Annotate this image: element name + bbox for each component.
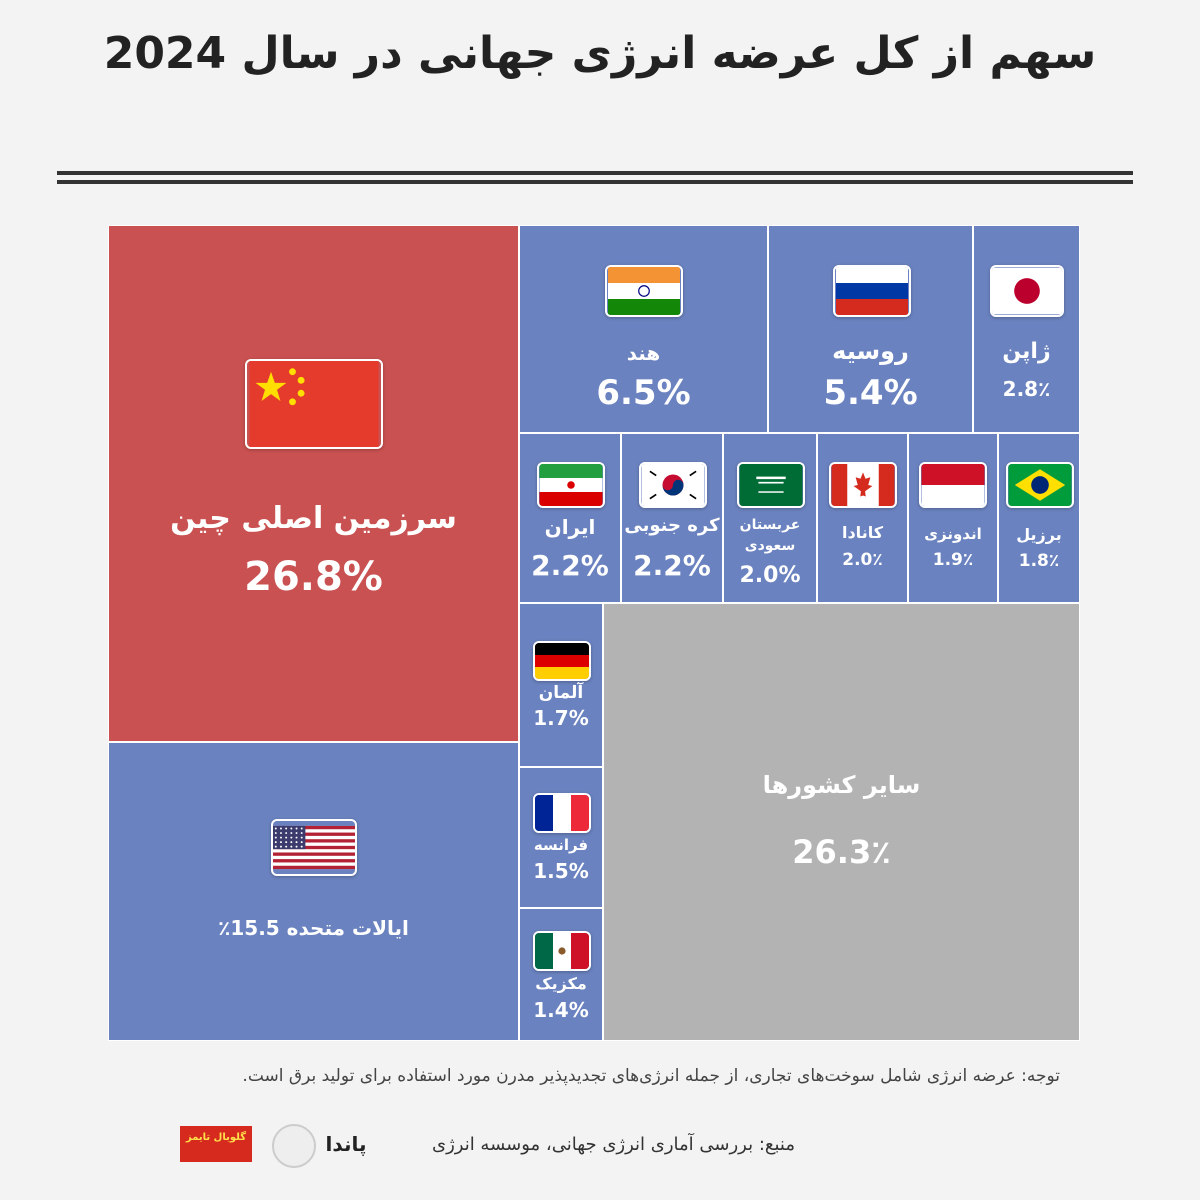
treemap-tile-iran: ایران 2.2% [519,433,621,603]
saudi-arabia-flag-icon [737,462,805,508]
treemap-tile-usa: ایالات متحده 15.5٪ [108,742,519,1041]
indonesia-flag-icon [919,462,987,508]
title-divider-top [57,171,1133,175]
france-flag-icon [533,793,591,833]
treemap-tile-russia: روسیه 5.4% [768,225,973,433]
treemap-tile-indonesia: اندونزی 1.9٪ [908,433,998,603]
treemap-tile-other: سایر کشورها 26.3٪ [603,603,1080,1041]
treemap-tile-canada: کانادا 2.0٪ [817,433,908,603]
tile-label-france: فرانسه [533,836,589,854]
chart-title: سهم از کل عرضه انرژی جهانی در سال 2024 [103,28,1097,79]
tile-value-russia: 5.4% [823,373,918,413]
treemap-tile-japan: ژاپن 2.8٪ [973,225,1080,433]
tile-value-japan: 2.8٪ [1002,377,1051,401]
panda-logo-text: پاندا [325,1132,367,1156]
treemap-tile-france: فرانسه 1.5% [519,767,603,908]
tile-label-japan: ژاپن [1002,339,1051,364]
iran-flag-icon [537,462,605,508]
tile-label-mexico: مکزیک [535,974,587,993]
source-credit: منبع: بررسی آماری انرژی جهانی، موسسه انر… [431,1134,795,1155]
treemap-tile-china: سرزمین اصلی چین 26.8% [108,225,519,742]
footnote: توجه: عرضه انرژی شامل سوخت‌های تجاری، از… [242,1066,1060,1086]
tile-value-iran: 2.2% [531,549,609,582]
russia-flag-icon [833,265,911,317]
tile-label-canada: کانادا [841,523,884,542]
tile-label-brazil: برزیل [1016,525,1062,544]
tile-label-germany: آلمان [538,683,584,703]
tile-value-canada: 2.0٪ [842,550,883,570]
treemap-tile-germany: آلمان 1.7% [519,603,603,767]
tile-value-indonesia: 1.9٪ [932,550,974,570]
panda-logo-icon [272,1124,316,1168]
treemap-tile-india: هند 6.5% [519,225,768,433]
tile-value-germany: 1.7% [533,706,589,730]
tile-value-china: 26.8% [244,554,383,600]
usa-flag-icon [271,819,357,876]
mexico-flag-icon [533,931,591,971]
tile-value-saudi: 2.0% [739,563,801,588]
germany-flag-icon [533,641,591,681]
tile-label-saudi: عربستان سعودی [739,517,801,554]
tile-label-china: سرزمین اصلی چین [170,501,457,536]
tile-label-other: سایر کشورها [762,771,921,799]
japan-flag-icon [990,265,1064,317]
tile-value-france: 1.5% [533,859,589,883]
brazil-flag-icon [1006,462,1074,508]
treemap-tile-korea: کره جنوبی 2.2% [621,433,723,603]
tile-label-indonesia: اندونزی [924,525,982,543]
tile-value-mexico: 1.4% [533,998,589,1022]
title-divider-bottom [57,180,1133,184]
south-korea-flag-icon [639,462,707,508]
tile-label-korea: کره جنوبی [624,515,720,536]
canada-flag-icon [829,462,897,508]
tile-label-india: هند [626,341,661,365]
tile-value-brazil: 1.8٪ [1018,551,1060,571]
tile-value-india: 6.5% [596,373,691,413]
tile-label-iran: ایران [544,515,596,539]
treemap-tile-mexico: مکزیک 1.4% [519,908,603,1041]
india-flag-icon [605,265,683,317]
brand-logo: گلوبال تایمز [180,1126,252,1162]
tile-value-other: 26.3٪ [792,833,891,871]
china-flag-icon [245,359,383,449]
tile-label-usa: ایالات متحده 15.5٪ [218,916,409,940]
treemap-tile-brazil: برزیل 1.8٪ [998,433,1080,603]
treemap-tile-saudi: عربستان سعودی 2.0% [723,433,817,603]
tile-value-korea: 2.2% [633,549,711,582]
tile-label-russia: روسیه [832,337,909,365]
